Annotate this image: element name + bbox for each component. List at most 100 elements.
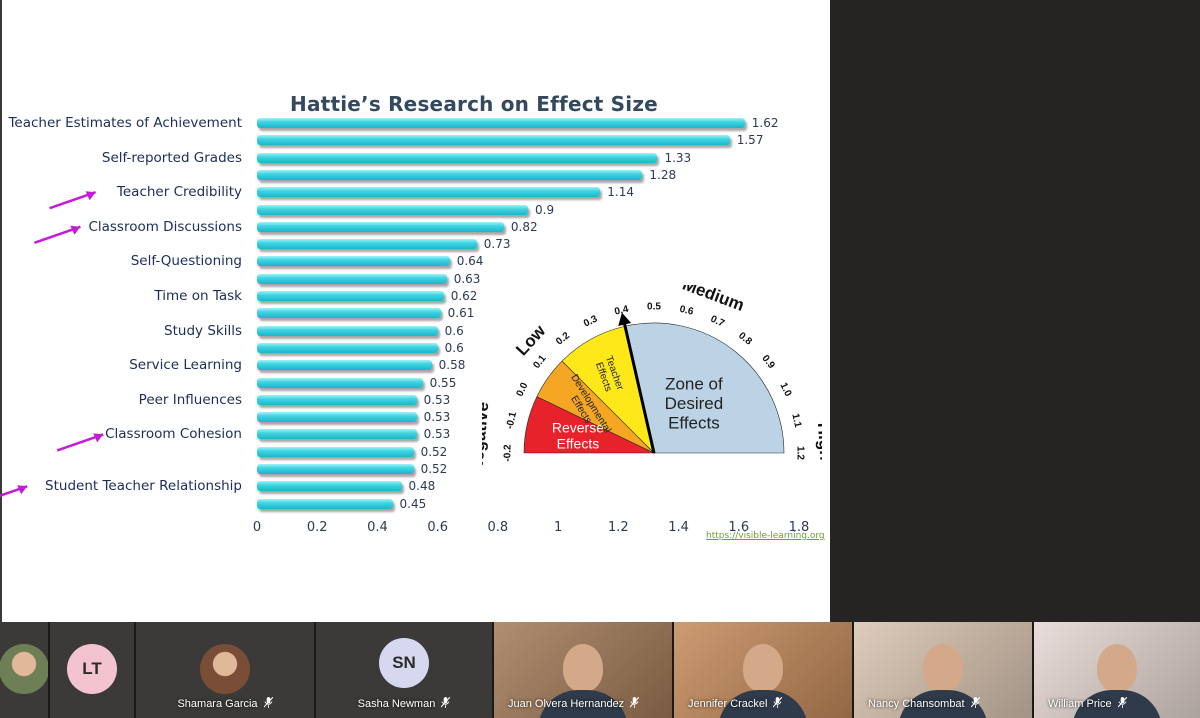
category-label: Self-reported Grades bbox=[101, 149, 242, 166]
x-tick-label: 1.2 bbox=[607, 520, 629, 535]
gauge-tick-label: 0.4 bbox=[614, 304, 630, 318]
participant-tile[interactable]: Juan Olvera Hernandez bbox=[494, 622, 672, 718]
participant-tile[interactable] bbox=[0, 622, 48, 718]
gauge-tick-label: 1.1 bbox=[789, 413, 803, 429]
bar bbox=[257, 204, 528, 215]
bar-value-label: 0.73 bbox=[483, 237, 511, 252]
x-tick-label: 1.8 bbox=[788, 520, 810, 535]
chart-title: Hattie’s Research on Effect Size bbox=[290, 92, 658, 116]
participant-name: Jennifer Crackel bbox=[688, 697, 783, 710]
bar-value-label: 1.57 bbox=[736, 133, 764, 148]
participant-tile[interactable]: Shamara Garcia bbox=[136, 622, 314, 718]
participant-name: Nancy Chansombat bbox=[868, 697, 980, 710]
bar bbox=[257, 308, 441, 319]
participant-tile[interactable]: LT bbox=[50, 622, 134, 718]
participant-name: Sasha Newman bbox=[316, 697, 492, 710]
video-feed bbox=[674, 622, 852, 718]
gauge-segment bbox=[624, 322, 785, 454]
bar bbox=[257, 256, 450, 267]
x-tick-label: 0.4 bbox=[367, 520, 388, 535]
source-link[interactable]: https://visible-learning.org bbox=[706, 531, 825, 541]
gauge-segment-label: Reverse Effects bbox=[552, 419, 604, 451]
bar-value-label: 0.45 bbox=[399, 496, 427, 511]
bar bbox=[257, 135, 730, 146]
highlight-arrow bbox=[33, 225, 81, 244]
x-tick-label: 1.6 bbox=[728, 520, 750, 535]
video-feed bbox=[854, 622, 1032, 718]
bar bbox=[257, 221, 504, 232]
gauge-zone-label: High bbox=[814, 422, 822, 461]
bar-value-label: 1.14 bbox=[607, 185, 634, 200]
gauge-pointer bbox=[621, 318, 656, 454]
mic-muted-icon bbox=[263, 697, 273, 708]
person-silhouette bbox=[563, 644, 603, 692]
person-silhouette bbox=[1097, 644, 1137, 692]
bar-value-label: 0.6 bbox=[444, 340, 464, 355]
participant-tile[interactable]: Jennifer Crackel bbox=[674, 622, 852, 718]
participant-name-text: Shamara Garcia bbox=[177, 698, 258, 710]
bar bbox=[257, 360, 432, 371]
participant-name-text: Jennifer Crackel bbox=[688, 698, 768, 710]
bar bbox=[257, 377, 423, 388]
bar bbox=[257, 169, 643, 180]
x-tick-label: 0.8 bbox=[487, 520, 509, 535]
bar bbox=[257, 342, 438, 353]
bar bbox=[257, 429, 417, 440]
video-feed bbox=[1034, 622, 1200, 718]
avatar-initials: LT bbox=[67, 644, 117, 694]
category-label: Classroom Discussions bbox=[88, 218, 242, 235]
bar bbox=[257, 446, 414, 457]
bar bbox=[257, 498, 393, 509]
bar-value-label: 0.53 bbox=[423, 392, 451, 407]
avatar-photo bbox=[200, 644, 250, 694]
bar-value-label: 0.6 bbox=[444, 323, 464, 338]
category-label: Self-Questioning bbox=[130, 253, 242, 270]
bar bbox=[257, 273, 447, 284]
mic-muted-icon bbox=[970, 697, 980, 708]
category-label: Service Learning bbox=[129, 357, 242, 374]
gauge-tick-label: 0.6 bbox=[678, 304, 694, 318]
avatar-photo bbox=[0, 644, 48, 694]
shared-slide: Hattie’s Research on Effect Size Teacher… bbox=[0, 0, 830, 622]
participant-name-text: Nancy Chansombat bbox=[868, 698, 965, 710]
mic-muted-icon bbox=[773, 697, 783, 708]
person-silhouette bbox=[743, 644, 783, 692]
x-tick-label: 0.2 bbox=[306, 520, 328, 535]
bar-value-label: 0.55 bbox=[429, 375, 457, 390]
bar bbox=[257, 481, 402, 492]
bar-value-label: 0.58 bbox=[438, 358, 466, 373]
category-label: Study Skills bbox=[164, 322, 242, 339]
bar bbox=[257, 325, 438, 336]
category-label: Time on Task bbox=[154, 288, 242, 304]
x-tick-label: 0.6 bbox=[427, 520, 448, 535]
bar-value-label: 1.33 bbox=[664, 150, 692, 165]
participant-tile[interactable]: William Price bbox=[1034, 622, 1200, 718]
empty-screen-area bbox=[830, 0, 1200, 622]
bar-value-label: 0.48 bbox=[408, 479, 436, 494]
bar bbox=[257, 464, 414, 474]
highlight-arrow bbox=[56, 433, 104, 452]
bar-value-label: 0.9 bbox=[535, 202, 555, 217]
video-feed bbox=[494, 622, 672, 718]
bar bbox=[257, 291, 444, 301]
avatar-initials: SN bbox=[379, 638, 429, 688]
participant-tile[interactable]: SN Sasha Newman bbox=[316, 622, 492, 718]
mic-muted-icon bbox=[630, 697, 640, 708]
bar-value-label: 1.28 bbox=[649, 167, 677, 182]
participant-name-text: William Price bbox=[1048, 698, 1112, 710]
bar bbox=[257, 394, 417, 405]
bar-value-label: 0.52 bbox=[420, 444, 448, 459]
bar bbox=[257, 118, 745, 128]
person-silhouette bbox=[923, 644, 963, 692]
bar-value-label: 0.53 bbox=[423, 427, 451, 442]
participant-name: Juan Olvera Hernandez bbox=[508, 697, 640, 710]
category-label: Teacher Credibility bbox=[116, 184, 242, 201]
gauge-tick-label: 0.5 bbox=[647, 302, 661, 313]
bar bbox=[257, 187, 601, 198]
category-label: Classroom Cohesion bbox=[105, 426, 242, 443]
highlight-arrow bbox=[0, 485, 28, 498]
mic-muted-icon bbox=[441, 697, 451, 708]
gauge-pointer-head bbox=[618, 312, 632, 326]
x-tick-label: 0 bbox=[252, 520, 262, 535]
participant-tile[interactable]: Nancy Chansombat bbox=[854, 622, 1032, 718]
